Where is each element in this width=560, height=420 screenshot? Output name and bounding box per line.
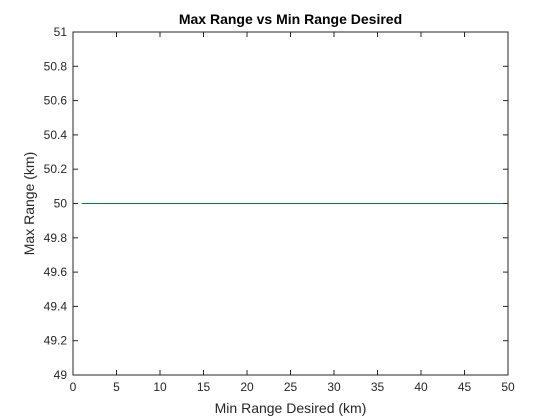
x-tick-label: 5 bbox=[113, 380, 120, 394]
y-tick-label: 50 bbox=[54, 197, 68, 211]
x-tick-label: 45 bbox=[458, 380, 472, 394]
y-tick-label: 50.6 bbox=[44, 94, 68, 108]
chart-title: Max Range vs Min Range Desired bbox=[179, 11, 402, 27]
y-tick-label: 50.2 bbox=[44, 162, 68, 176]
y-tick-label: 51 bbox=[54, 25, 68, 39]
x-axis-ticks: 0 5 10 15 20 25 30 35 40 45 50 bbox=[70, 32, 515, 394]
y-tick-label: 49.4 bbox=[44, 299, 68, 313]
x-axis-label: Min Range Desired (km) bbox=[215, 400, 367, 416]
x-tick-label: 40 bbox=[414, 380, 428, 394]
x-tick-label: 25 bbox=[284, 380, 298, 394]
x-tick-label: 30 bbox=[327, 380, 341, 394]
x-tick-label: 35 bbox=[371, 380, 385, 394]
y-tick-label: 49.8 bbox=[44, 231, 68, 245]
y-axis-ticks: 49 49.2 49.4 49.6 49.8 50 50.2 50.4 50.6 50.8 51 bbox=[44, 25, 508, 382]
y-tick-label: 49 bbox=[54, 368, 68, 382]
y-tick-label: 49.6 bbox=[44, 265, 68, 279]
y-tick-label: 50.4 bbox=[44, 128, 68, 142]
x-tick-label: 0 bbox=[70, 380, 77, 394]
x-tick-label: 15 bbox=[197, 380, 211, 394]
y-tick-label: 49.2 bbox=[44, 334, 68, 348]
y-axis-label: Max Range (km) bbox=[21, 152, 37, 255]
x-tick-label: 20 bbox=[240, 380, 254, 394]
x-tick-label: 10 bbox=[153, 380, 167, 394]
y-tick-label: 50.8 bbox=[44, 59, 68, 73]
x-tick-label: 50 bbox=[501, 380, 515, 394]
